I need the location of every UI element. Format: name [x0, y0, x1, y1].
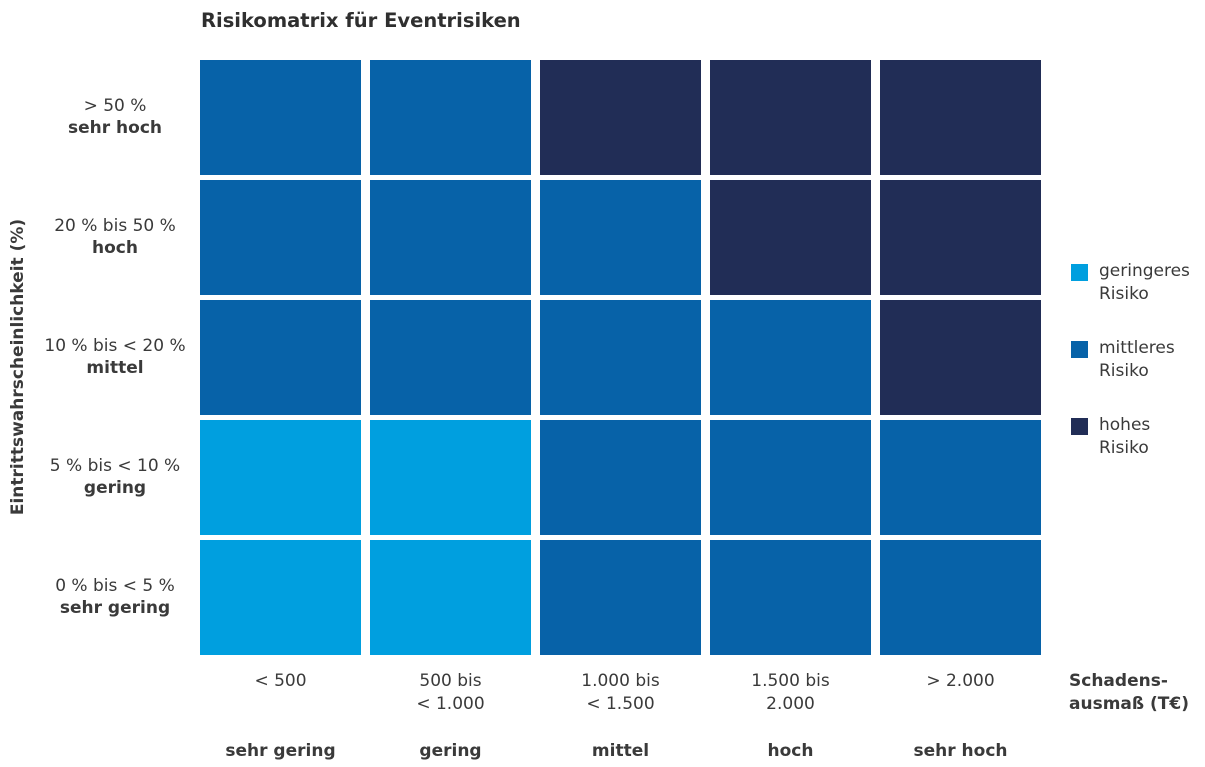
- row-range: 0 % bis < 5 %: [55, 575, 175, 596]
- matrix-cell: [370, 540, 531, 655]
- row-label: 5 % bis < 10 % gering: [40, 455, 190, 499]
- column-name: sehr gering: [225, 741, 336, 761]
- row-range: 20 % bis 50 %: [54, 215, 176, 236]
- matrix-cell: [880, 420, 1041, 535]
- matrix-cell: [370, 60, 531, 175]
- matrix-cell: [880, 180, 1041, 295]
- row-name: gering: [83, 477, 147, 498]
- matrix-cell: [880, 60, 1041, 175]
- row-range: 5 % bis < 10 %: [49, 455, 181, 476]
- legend-label-line: hohes: [1099, 415, 1151, 435]
- matrix-cell: [200, 540, 361, 655]
- row-range: > 50 %: [83, 95, 147, 116]
- matrix-cell: [200, 60, 361, 175]
- matrix-cell: [540, 180, 701, 295]
- legend-label: mittleres Risiko: [1099, 337, 1175, 383]
- legend-swatch: [1071, 418, 1088, 435]
- row-name: hoch: [92, 237, 138, 258]
- legend-label: hohes Risiko: [1099, 414, 1150, 460]
- matrix-cell: [200, 180, 361, 295]
- row-name: sehr gering: [59, 597, 171, 618]
- matrix-cell: [710, 180, 871, 295]
- matrix-cell: [370, 300, 531, 415]
- chart-title: Risikomatrix für Eventrisiken: [201, 9, 521, 32]
- column-range: 1.000 bis < 1.500: [539, 670, 702, 716]
- legend-label: geringeres Risiko: [1099, 260, 1190, 306]
- matrix-cell: [540, 300, 701, 415]
- matrix-cell: [370, 420, 531, 535]
- row-label: 20 % bis 50 % hoch: [40, 215, 190, 259]
- row-label: 0 % bis < 5 % sehr gering: [40, 575, 190, 619]
- column-name: gering: [419, 741, 482, 761]
- column-range-line: < 1.000: [416, 694, 485, 714]
- matrix-cell: [710, 540, 871, 655]
- column-name: hoch: [767, 741, 814, 761]
- legend-label-line: Risiko: [1099, 361, 1149, 381]
- legend-swatch: [1071, 264, 1088, 281]
- column-range: 500 bis < 1.000: [369, 670, 532, 716]
- row-name: sehr hoch: [67, 117, 162, 138]
- column-range-line: < 500: [254, 671, 307, 691]
- legend-label-line: Risiko: [1099, 284, 1149, 304]
- legend-label-line: mittleres: [1099, 338, 1175, 358]
- row-range: 10 % bis < 20 %: [44, 335, 186, 356]
- matrix-cell: [540, 60, 701, 175]
- column-range-line: > 2.000: [926, 671, 995, 691]
- legend-label-line: geringeres: [1099, 261, 1190, 281]
- matrix-cell: [710, 420, 871, 535]
- column-range-line: 1.000 bis: [581, 671, 660, 691]
- matrix-cell: [370, 180, 531, 295]
- matrix-cell: [200, 300, 361, 415]
- column-range: < 500: [199, 670, 362, 693]
- column-name: mittel: [591, 741, 650, 761]
- column-range-line: 2.000: [766, 694, 815, 714]
- row-name: mittel: [86, 357, 144, 378]
- matrix-cell: [540, 420, 701, 535]
- legend-swatch: [1071, 341, 1088, 358]
- matrix-cell: [540, 540, 701, 655]
- matrix-cell: [710, 300, 871, 415]
- matrix-cell: [880, 300, 1041, 415]
- row-label: 10 % bis < 20 % mittel: [40, 335, 190, 379]
- matrix-cell: [880, 540, 1041, 655]
- column-range-line: 500 bis: [419, 671, 482, 691]
- column-range-line: 1.500 bis: [751, 671, 830, 691]
- column-range-line: < 1.500: [586, 694, 655, 714]
- x-axis-label: Schadens- ausmaß (T€): [1069, 671, 1189, 714]
- matrix-cell: [200, 420, 361, 535]
- column-name: sehr hoch: [913, 741, 1008, 761]
- matrix-cell: [710, 60, 871, 175]
- column-range: 1.500 bis 2.000: [709, 670, 872, 716]
- legend-label-line: Risiko: [1099, 438, 1149, 458]
- column-range: > 2.000: [879, 670, 1042, 693]
- row-label: > 50 % sehr hoch: [40, 95, 190, 139]
